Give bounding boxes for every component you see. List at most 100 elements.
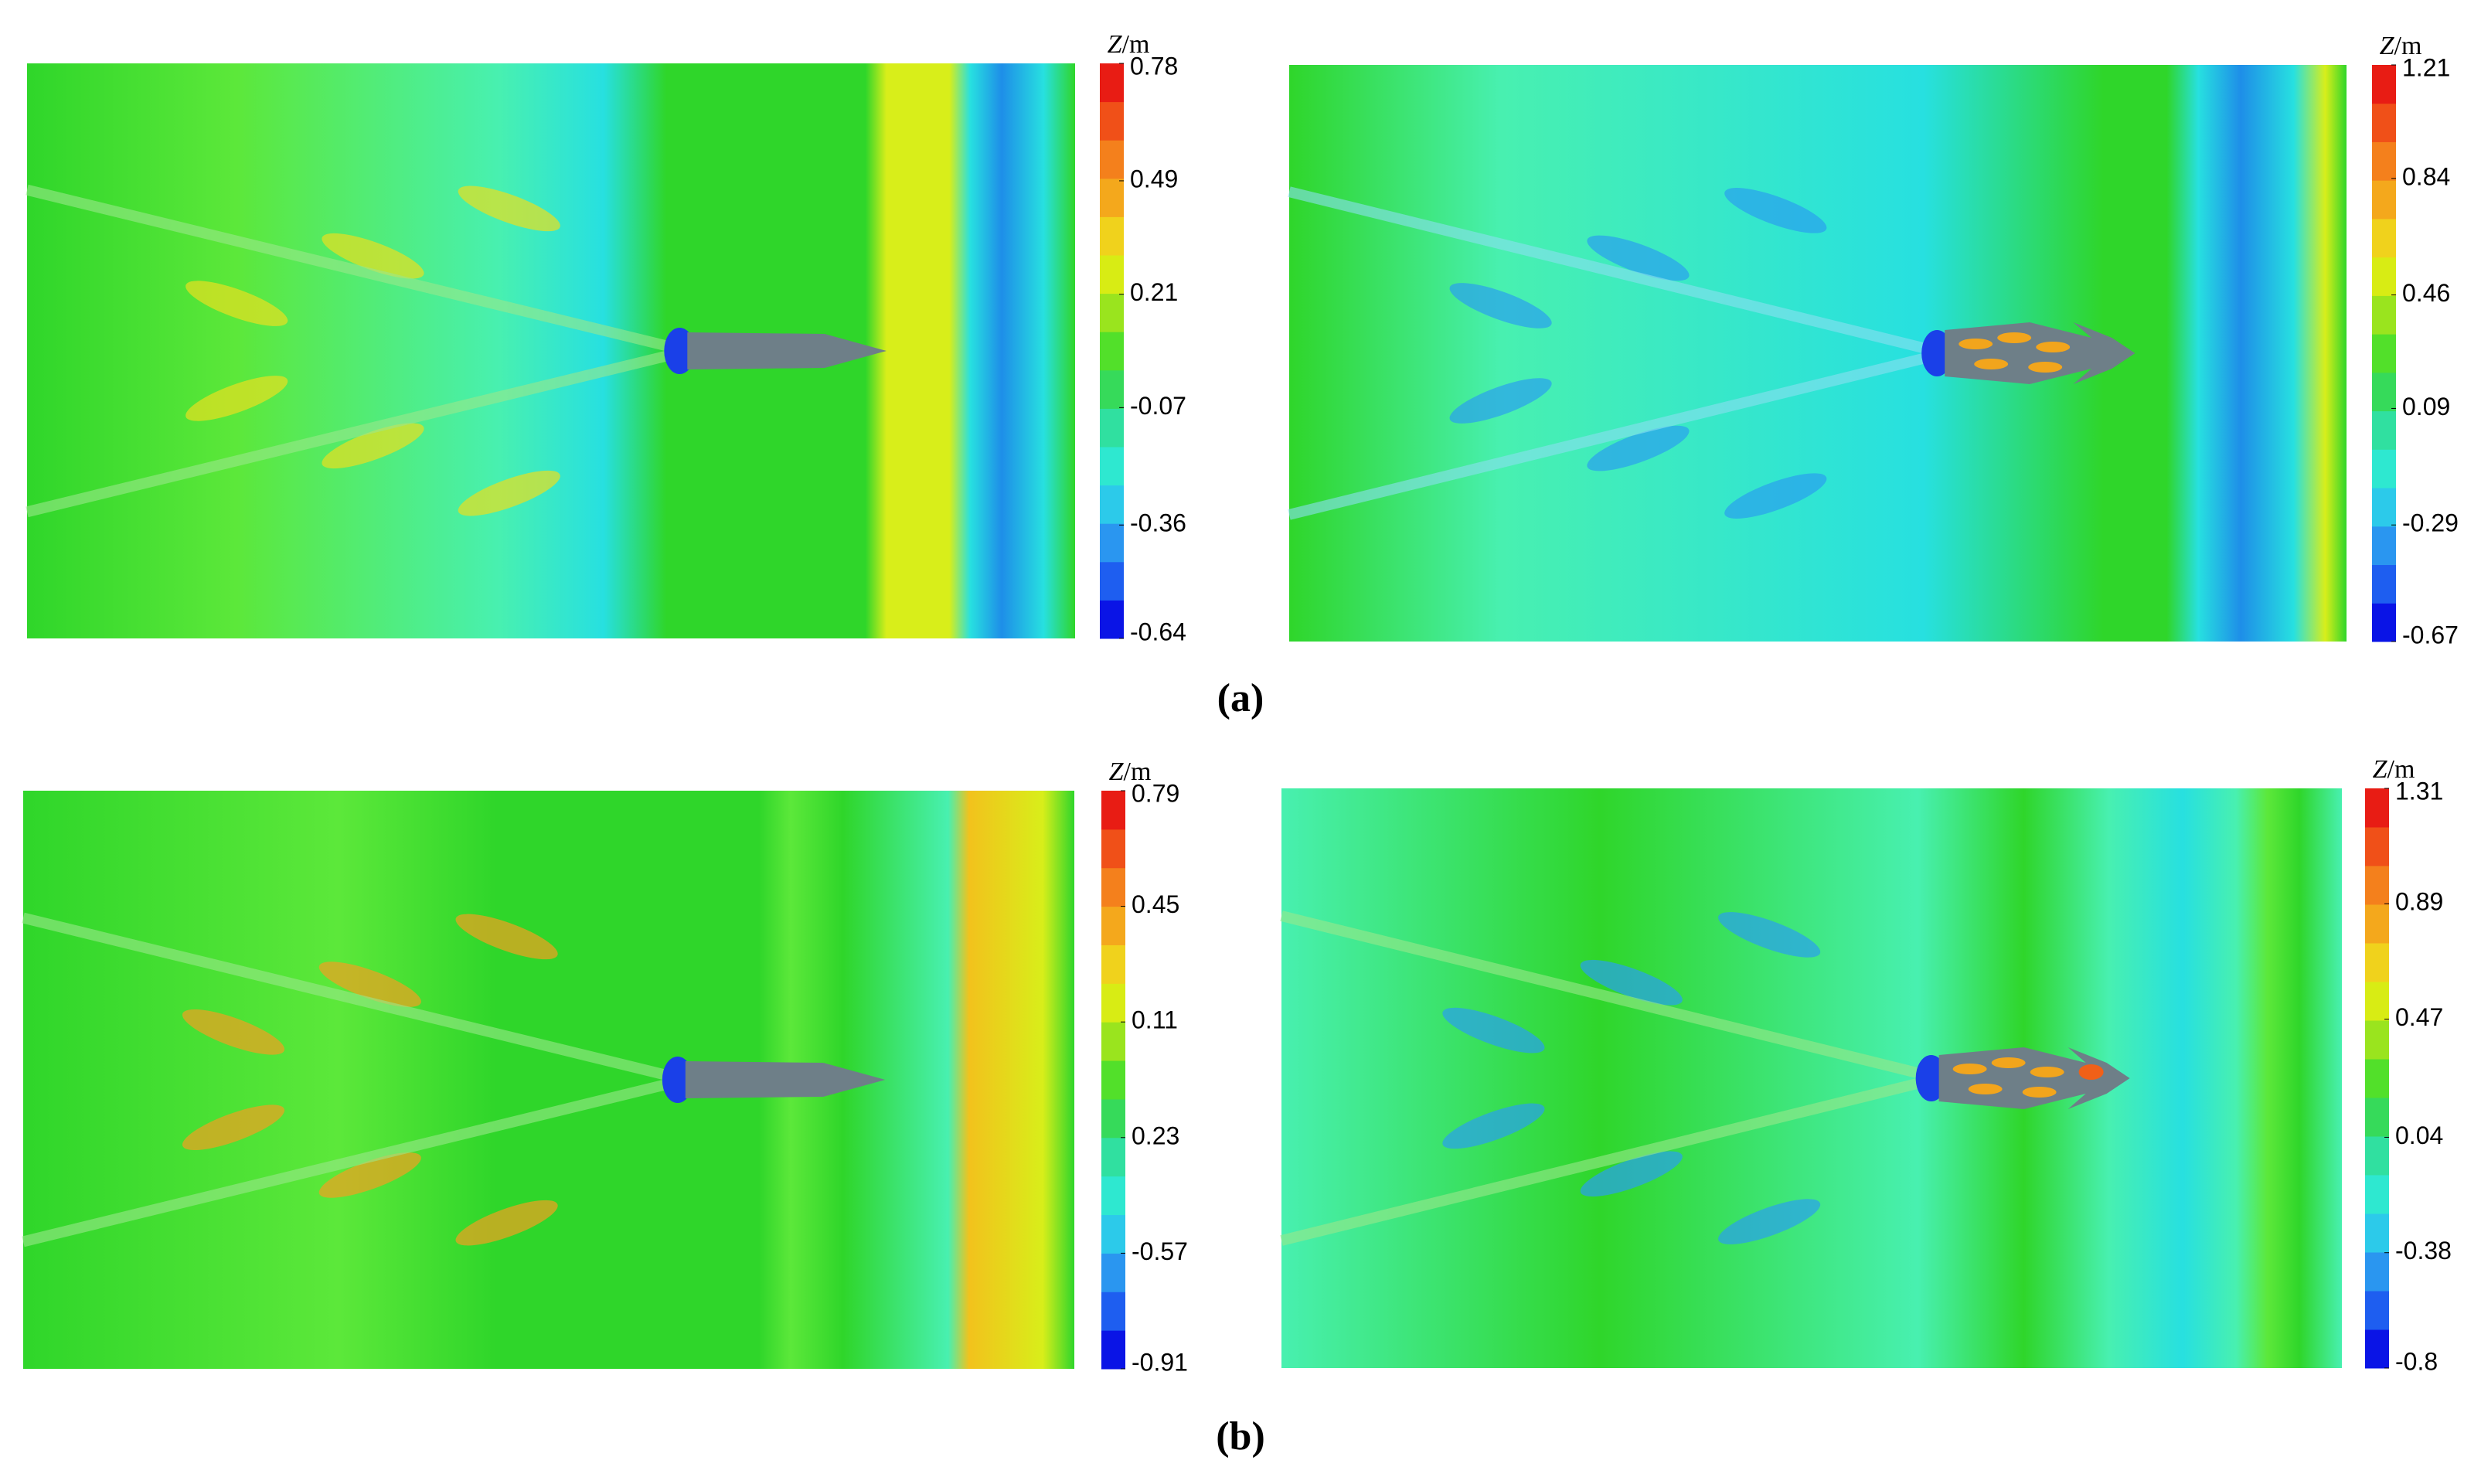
colorbar-tick-label: -0.67 xyxy=(2402,621,2459,648)
colorbar-tick-label: 0.09 xyxy=(2402,393,2450,420)
wake-feature xyxy=(1442,1103,1545,1149)
ship-hull xyxy=(687,332,887,369)
contour-panel: 1.31 0.89 0.47 0.04 -0.38 -0.8 Z/m xyxy=(1280,755,2452,1375)
colorbar-band xyxy=(2372,334,2396,373)
colorbar-band xyxy=(1101,945,1125,984)
colorbar-band xyxy=(1101,1330,1125,1370)
colorbar-band xyxy=(1100,523,1124,563)
colorbar-band xyxy=(2372,180,2396,220)
colorbar-tick-label: -0.57 xyxy=(1132,1237,1188,1265)
colorbar-band xyxy=(2372,564,2396,604)
hull-pressure xyxy=(2078,1064,2104,1080)
colorbar-band xyxy=(1100,485,1124,524)
colorbar-tick-label: 0.23 xyxy=(1132,1122,1179,1149)
ship-hull xyxy=(685,1061,886,1098)
wake-feature xyxy=(322,423,424,469)
wake-feature xyxy=(1449,378,1552,424)
colorbar-tick-label: 0.49 xyxy=(1130,165,1178,192)
colorbar-symbol: Z xyxy=(1109,757,1125,786)
colorbar-band xyxy=(2372,372,2396,412)
contour-field xyxy=(1281,788,2342,1368)
colorbar-tick-label: 1.21 xyxy=(2402,53,2450,81)
wake-feature xyxy=(185,281,288,326)
colorbar-tick-label: -0.91 xyxy=(1132,1348,1188,1376)
wake-feature xyxy=(1718,1199,1821,1244)
colorbar-band xyxy=(2365,866,2389,905)
colorbar-symbol: Z xyxy=(1108,30,1123,59)
contour-field xyxy=(27,63,1075,638)
colorbar-band xyxy=(2372,141,2396,181)
colorbar-unit: /m xyxy=(1122,30,1150,59)
colorbar-band xyxy=(2365,943,2389,982)
colorbar-tick-label: 0.11 xyxy=(1132,1006,1178,1034)
colorbar-tick-label: 0.04 xyxy=(2395,1122,2443,1149)
colorbar-band xyxy=(2372,410,2396,450)
colorbar-tick-label: 0.47 xyxy=(2395,1003,2443,1031)
wake-feature xyxy=(1724,188,1827,233)
wake-feature xyxy=(1580,1151,1683,1197)
wake-feature xyxy=(1449,283,1552,328)
colorbar-title: Z/m xyxy=(2380,32,2422,60)
colorbar-band xyxy=(1100,293,1124,332)
wake-feature xyxy=(1580,959,1683,1006)
wake-feature xyxy=(455,914,558,960)
colorbar-title: Z/m xyxy=(1108,30,1150,59)
colorbar-band xyxy=(2372,488,2396,527)
colorbar-band xyxy=(1100,369,1124,409)
colorbar-band xyxy=(1101,983,1125,1023)
hull-pressure xyxy=(2028,362,2063,373)
colorbar-band xyxy=(2365,1020,2389,1060)
colorbar-title: Z/m xyxy=(2373,755,2415,784)
caption: (a) xyxy=(1217,676,1264,720)
wake-feature xyxy=(1724,473,1827,519)
colorbar-band xyxy=(1101,791,1125,830)
contour-panel: 1.21 0.84 0.46 0.09 -0.29 -0.67 Z/m xyxy=(1288,32,2459,648)
colorbar-band xyxy=(2372,449,2396,488)
colorbar-band xyxy=(2372,65,2396,104)
colorbar-band xyxy=(2365,1291,2389,1330)
caption: (b) xyxy=(1216,1414,1265,1458)
colorbar-band xyxy=(2365,1213,2389,1253)
colorbar-tick-label: -0.29 xyxy=(2402,509,2459,537)
wake-feature xyxy=(318,1152,421,1198)
hull-pressure xyxy=(2030,1067,2064,1077)
colorbar-band xyxy=(2365,1059,2389,1098)
colorbar-tick-label: 0.21 xyxy=(1130,278,1178,306)
wake-feature xyxy=(182,1104,285,1151)
colorbar-band xyxy=(1101,1214,1125,1254)
colorbar-band xyxy=(2365,1098,2389,1137)
colorbar-tick-label: -0.36 xyxy=(1130,509,1186,537)
colorbar-band xyxy=(2372,218,2396,258)
colorbar-band xyxy=(2365,904,2389,944)
colorbar-band xyxy=(2365,1175,2389,1214)
contour-panel: 0.78 0.49 0.21 -0.07 -0.36 -0.64 Z/m xyxy=(26,30,1186,645)
colorbar-band xyxy=(1101,1292,1125,1331)
hull-pressure xyxy=(1997,332,2032,343)
colorbar-band xyxy=(2372,103,2396,142)
colorbar-tick-label: 0.46 xyxy=(2402,279,2450,307)
colorbar-band xyxy=(1100,447,1124,486)
colorbar-band xyxy=(1100,408,1124,448)
colorbar-band xyxy=(1100,178,1124,217)
colorbar-band xyxy=(2372,257,2396,296)
colorbar-band xyxy=(1100,140,1124,179)
colorbar-band xyxy=(2372,295,2396,335)
wake-feature xyxy=(185,376,288,421)
colorbar-band xyxy=(1101,906,1125,945)
colorbar-band xyxy=(1100,63,1124,103)
wake-feature xyxy=(458,470,560,516)
colorbar-band xyxy=(1101,1098,1125,1139)
colorbar-tick-label: 0.89 xyxy=(2395,888,2443,916)
colorbar-band xyxy=(1101,1253,1125,1292)
colorbar-band xyxy=(2365,1252,2389,1292)
colorbar-tick-label: 0.84 xyxy=(2402,162,2450,190)
colorbar-band xyxy=(2365,1136,2389,1176)
colorbar-band xyxy=(1101,829,1125,869)
colorbar-title: Z/m xyxy=(1109,757,1152,786)
hull-pressure xyxy=(1952,1064,1987,1074)
contour-field xyxy=(23,791,1074,1369)
hull-pressure xyxy=(1968,1084,2003,1094)
colorbar-tick-label: 0.45 xyxy=(1132,890,1179,918)
colorbar-band xyxy=(2365,1329,2389,1369)
